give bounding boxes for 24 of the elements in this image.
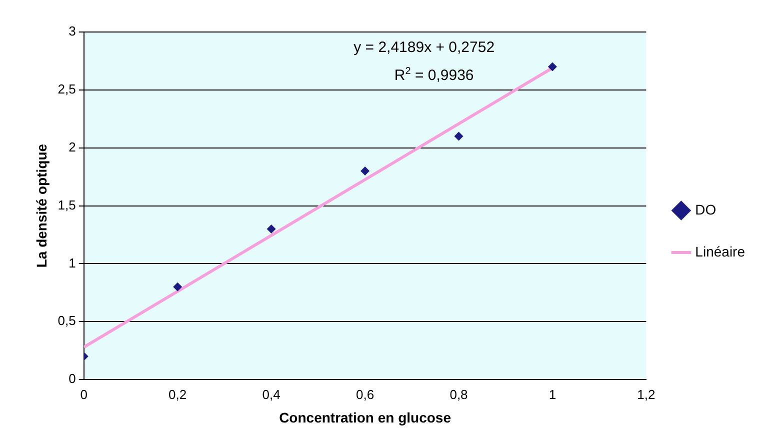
point (266, 224, 276, 234)
x-tick-label: 1,2 (637, 386, 656, 402)
y-axis-title: La densité optique (33, 144, 50, 268)
y-tick-label: 2,5 (58, 82, 76, 97)
annotation: y = 2,4189x + 0,2752 (354, 39, 495, 56)
point (173, 282, 182, 292)
x-tick-label: 0 (80, 386, 88, 402)
x-tick-label: 0,4 (262, 386, 280, 402)
x-tick-label: 1 (548, 386, 556, 402)
y-tick-label: 0 (68, 371, 76, 386)
legend-label: DO (695, 201, 716, 218)
legend-label: Linéaire (695, 243, 746, 260)
point (360, 166, 370, 176)
x-tick-label: 0,8 (450, 386, 468, 402)
point (548, 62, 557, 72)
y-tick-label: 3 (68, 24, 76, 39)
y-tick-label: 2 (68, 139, 76, 154)
point (454, 132, 464, 141)
x-tick-label: 0,6 (356, 386, 374, 402)
y-tick-label: 1,5 (58, 197, 76, 212)
x-tick-label: 0,2 (168, 386, 187, 402)
x-axis-title: Concentration en glucose (279, 409, 452, 426)
y-tick-label: 0,5 (58, 313, 76, 328)
y-tick-label: 1 (68, 255, 76, 270)
